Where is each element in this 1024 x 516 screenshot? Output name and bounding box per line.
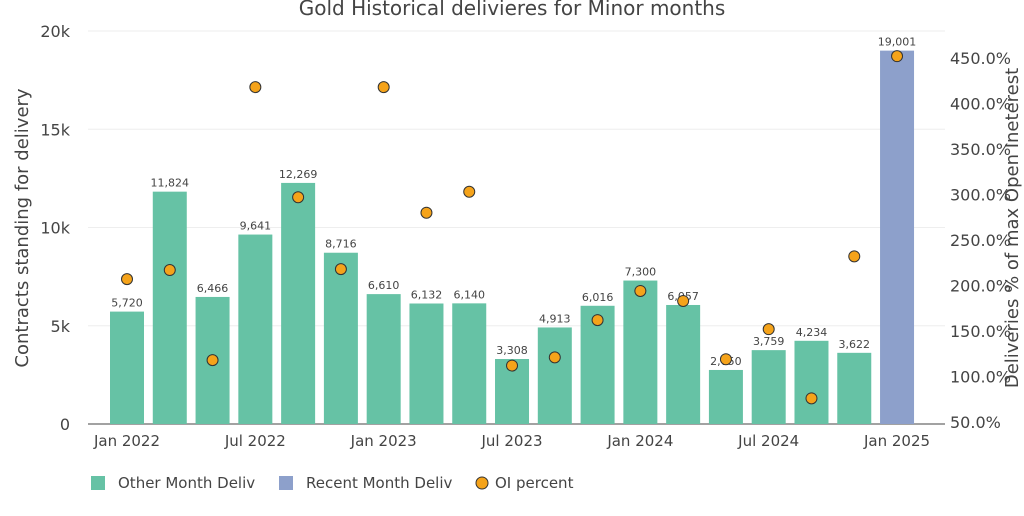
y2-tick-label: 100.0% [950, 368, 1011, 387]
y2-tick-label: 50.0% [950, 413, 1001, 432]
bar[interactable] [794, 340, 829, 424]
oi-point[interactable] [377, 81, 390, 94]
y2-tick-label: 400.0% [950, 95, 1011, 114]
bar-label: 3,759 [753, 335, 785, 348]
bar[interactable] [238, 234, 273, 424]
y-tick-label: 10k [40, 219, 70, 238]
legend-label-oi: OI percent [495, 474, 574, 492]
legend-item-recent[interactable]: Recent Month Deliv [279, 474, 453, 492]
bar[interactable] [152, 191, 187, 424]
oi-point[interactable] [677, 294, 690, 307]
legend-swatch-other [91, 476, 105, 490]
legend: Other Month Deliv Recent Month Deliv OI … [91, 474, 574, 492]
y-tick-label: 5k [51, 317, 71, 336]
y2-tick-label: 250.0% [950, 231, 1011, 250]
y-tick-label: 0 [60, 415, 70, 434]
legend-label-other: Other Month Deliv [118, 474, 255, 492]
bar-label: 6,466 [197, 282, 229, 295]
oi-point[interactable] [334, 263, 347, 276]
bar-label: 4,234 [796, 326, 828, 339]
x-tick-label: Jan 2022 [93, 432, 160, 450]
oi-point[interactable] [805, 392, 818, 405]
x-tick-label: Jan 2024 [606, 432, 673, 450]
bar[interactable] [751, 350, 786, 424]
bar-label: 11,824 [151, 177, 190, 190]
y-tick-label: 20k [40, 22, 70, 41]
oi-point[interactable] [463, 185, 476, 198]
bar[interactable] [708, 369, 743, 424]
y2-tick-label: 300.0% [950, 186, 1011, 205]
bar[interactable] [110, 311, 144, 424]
x-tick-label: Jul 2022 [224, 432, 286, 450]
bar[interactable] [880, 50, 915, 425]
oi-point[interactable] [506, 359, 519, 372]
bar[interactable] [366, 294, 401, 424]
bar-label: 19,001 [878, 36, 917, 49]
oi-point[interactable] [548, 351, 561, 364]
x-tick-label: Jan 2025 [863, 432, 930, 450]
x-axis-ticks: Jan 2022 Jul 2022 Jan 2023 Jul 2023 Jan 2024… [93, 432, 930, 450]
bar-label: 5,720 [111, 297, 143, 310]
oi-point[interactable] [719, 353, 732, 366]
oi-point[interactable] [762, 323, 775, 336]
oi-points [121, 50, 904, 405]
bar-label: 3,308 [496, 344, 528, 357]
legend-swatch-oi [475, 476, 489, 490]
oi-point[interactable] [891, 50, 904, 63]
oi-point[interactable] [634, 284, 647, 297]
bar[interactable] [537, 327, 572, 424]
y2-tick-label: 200.0% [950, 277, 1011, 296]
bar-label: 7,300 [625, 266, 657, 279]
y-axis-label: Contracts standing for delivery [12, 88, 33, 367]
legend-swatch-recent [279, 476, 293, 490]
y2-tick-label: 350.0% [950, 140, 1011, 159]
y-tick-label: 15k [40, 120, 70, 139]
bar-label: 12,269 [279, 168, 318, 181]
oi-point[interactable] [206, 354, 219, 367]
legend-label-recent: Recent Month Deliv [306, 474, 453, 492]
oi-point[interactable] [163, 264, 176, 277]
y-axis-ticks: 0 5k 10k 15k 20k [40, 22, 70, 434]
bar[interactable] [666, 304, 701, 424]
bar-label: 6,132 [411, 289, 443, 302]
bar-label: 6,016 [582, 291, 614, 304]
bar-label: 6,610 [368, 279, 400, 292]
bar-label: 9,641 [240, 220, 272, 233]
bar-label: 8,716 [325, 238, 357, 251]
oi-point[interactable] [591, 314, 604, 327]
bar[interactable] [623, 280, 658, 424]
oi-point[interactable] [292, 191, 305, 204]
bar-label: 6,140 [453, 288, 485, 301]
bar[interactable] [452, 303, 487, 424]
x-tick-label: Jul 2023 [480, 432, 542, 450]
oi-point[interactable] [848, 250, 861, 263]
x-tick-label: Jan 2023 [350, 432, 417, 450]
bar[interactable] [281, 182, 316, 424]
oi-point[interactable] [121, 273, 133, 286]
bar-label: 3,622 [839, 338, 871, 351]
y2-axis-ticks: 50.0% 100.0% 150.0% 200.0% 250.0% 300.0% 350.0… [950, 49, 1011, 432]
oi-point[interactable] [420, 206, 433, 219]
y2-axis-label: Deliveries % of max Open Ineterest [1002, 68, 1023, 388]
bar[interactable] [409, 303, 444, 424]
y2-tick-label: 450.0% [950, 49, 1011, 68]
y2-tick-label: 150.0% [950, 322, 1011, 341]
bar[interactable] [323, 252, 358, 424]
bar-labels: 5,720 11,824 6,466 9,641 12,269 8,716 6,610 6,1… [111, 36, 916, 368]
x-tick-label: Jul 2024 [737, 432, 799, 450]
bar-label: 4,913 [539, 312, 571, 325]
bar[interactable] [837, 352, 872, 424]
legend-item-other[interactable]: Other Month Deliv [91, 474, 255, 492]
chart-title: Gold Historical delivieres for Minor mon… [299, 0, 726, 20]
legend-item-oi[interactable]: OI percent [475, 474, 574, 492]
oi-point[interactable] [249, 81, 262, 94]
